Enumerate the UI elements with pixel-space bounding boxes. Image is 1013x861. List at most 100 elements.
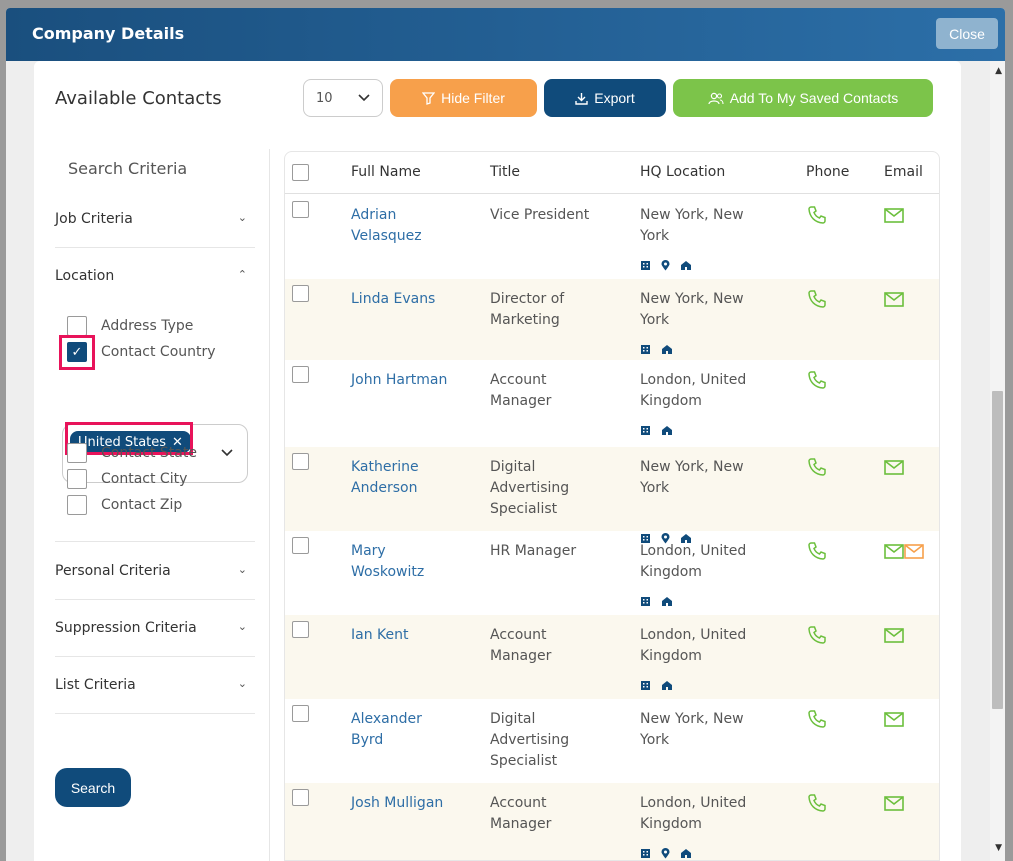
contact-name-link[interactable]: Katherine Anderson (351, 457, 419, 499)
home-icon[interactable] (661, 594, 673, 615)
table-row[interactable]: Josh Mulligan Account Manager London, Unite… (285, 783, 939, 860)
email-icon[interactable] (884, 460, 904, 482)
contact-country-option[interactable]: ✓ Contact Country (67, 342, 216, 362)
hide-filter-button[interactable]: Hide Filter (390, 79, 537, 117)
email-icon[interactable] (884, 544, 904, 566)
contact-country-checkbox[interactable]: ✓ (67, 342, 87, 362)
row-checkbox[interactable] (292, 366, 309, 383)
row-checkbox[interactable] (292, 201, 309, 218)
scroll-up-icon[interactable]: ▲ (995, 66, 1002, 76)
hq-location-line: New York, New (640, 711, 744, 727)
table-row[interactable]: John Hartman Account Manager London, United… (285, 360, 939, 447)
table-row[interactable]: Ian Kent Account Manager London, United King… (285, 615, 939, 699)
scroll-down-icon[interactable]: ▼ (995, 843, 1002, 853)
job-criteria-section[interactable]: Job Criteria ⌄ (55, 191, 255, 248)
contact-state-checkbox[interactable] (67, 443, 87, 463)
contact-title-line: Digital (490, 711, 536, 727)
table-row[interactable]: Mary Woskowitz HR Manager London, United Kin… (285, 531, 939, 615)
filter-icon (422, 91, 436, 105)
phone-icon[interactable] (807, 370, 827, 397)
suppression-criteria-section[interactable]: Suppression Criteria ⌄ (55, 600, 255, 657)
home-icon[interactable] (680, 846, 692, 860)
table-header: Full Name Title HQ Location Phone Email (285, 152, 939, 194)
contact-name-line: Ian Kent (351, 627, 409, 643)
email-icon[interactable] (884, 292, 904, 314)
phone-icon[interactable] (807, 205, 827, 232)
home-icon[interactable] (680, 258, 692, 279)
chevron-down-icon: ⌄ (237, 211, 247, 224)
table-row[interactable]: Katherine Anderson Digital Advertising Speci… (285, 447, 939, 544)
personal-criteria-label: Personal Criteria (55, 563, 171, 579)
location-section-header[interactable]: Location ⌃ (55, 248, 255, 285)
close-icon[interactable]: ✕ (172, 434, 183, 450)
contact-title-line: Marketing (490, 312, 560, 328)
email-icon[interactable] (884, 796, 904, 818)
email-unverified-icon[interactable] (904, 544, 924, 566)
address-type-option[interactable]: Address Type (67, 316, 193, 336)
phone-icon[interactable] (807, 709, 827, 736)
building-icon[interactable] (640, 258, 651, 279)
address-type-checkbox[interactable] (67, 316, 87, 336)
select-all-checkbox[interactable] (292, 164, 309, 181)
row-checkbox[interactable] (292, 537, 309, 554)
per-page-select[interactable]: 10 (303, 79, 383, 117)
table-row[interactable]: Adrian Velasquez Vice President New York, N… (285, 195, 939, 279)
home-icon[interactable] (661, 342, 673, 363)
close-button[interactable]: Close (936, 18, 998, 49)
add-to-saved-contacts-button[interactable]: Add To My Saved Contacts (673, 79, 933, 117)
row-checkbox[interactable] (292, 285, 309, 302)
table-row[interactable]: Linda Evans Director of Marketing New York,… (285, 279, 939, 363)
contact-name-link[interactable]: Mary Woskowitz (351, 541, 424, 583)
personal-criteria-section[interactable]: Personal Criteria ⌄ (55, 543, 255, 600)
contact-title-line: Manager (490, 816, 552, 832)
building-icon[interactable] (640, 594, 651, 615)
contact-name-link[interactable]: Alexander Byrd (351, 709, 422, 751)
contact-name-link[interactable]: John Hartman (351, 370, 447, 391)
export-button[interactable]: Export (544, 79, 666, 117)
phone-icon[interactable] (807, 625, 827, 652)
map-pin-icon[interactable] (661, 846, 670, 860)
row-checkbox[interactable] (292, 789, 309, 806)
home-icon[interactable] (680, 531, 692, 552)
contact-name-link[interactable]: Adrian Velasquez (351, 205, 422, 247)
column-hq-location[interactable]: HQ Location (640, 164, 726, 180)
address-type-label: Address Type (101, 318, 194, 334)
building-icon[interactable] (640, 678, 651, 699)
chevron-down-icon[interactable] (221, 446, 233, 460)
row-checkbox[interactable] (292, 621, 309, 638)
phone-icon[interactable] (807, 793, 827, 820)
home-icon[interactable] (661, 678, 673, 699)
column-title[interactable]: Title (490, 164, 521, 180)
contact-name-link[interactable]: Josh Mulligan (351, 793, 443, 814)
email-icon[interactable] (884, 208, 904, 230)
phone-icon[interactable] (807, 457, 827, 484)
contact-city-option[interactable]: Contact City (67, 469, 187, 489)
contact-name-link[interactable]: Linda Evans (351, 289, 435, 310)
scrollbar-thumb[interactable] (992, 391, 1003, 709)
email-icon[interactable] (884, 712, 904, 734)
row-checkbox[interactable] (292, 453, 309, 470)
hq-location: London, United Kingdom (640, 370, 746, 412)
table-row[interactable]: Alexander Byrd Digital Advertising Specialis… (285, 699, 939, 795)
building-icon[interactable] (640, 531, 651, 552)
home-icon[interactable] (661, 423, 673, 444)
building-icon[interactable] (640, 342, 651, 363)
building-icon[interactable] (640, 846, 651, 860)
building-icon[interactable] (640, 423, 651, 444)
contact-zip-checkbox[interactable] (67, 495, 87, 515)
list-criteria-section[interactable]: List Criteria ⌄ (55, 657, 255, 714)
map-pin-icon[interactable] (661, 531, 670, 552)
contact-city-checkbox[interactable] (67, 469, 87, 489)
modal-header: Company Details Close (6, 8, 1005, 61)
email-icon[interactable] (884, 628, 904, 650)
contact-zip-option[interactable]: Contact Zip (67, 495, 182, 515)
phone-icon[interactable] (807, 541, 827, 568)
contact-state-option[interactable]: Contact State (67, 443, 197, 463)
contact-name-link[interactable]: Ian Kent (351, 625, 409, 646)
row-checkbox[interactable] (292, 705, 309, 722)
phone-icon[interactable] (807, 289, 827, 316)
column-full-name[interactable]: Full Name (351, 164, 421, 180)
search-button[interactable]: Search (55, 768, 131, 807)
country-tag[interactable]: United States ✕ (70, 431, 191, 453)
map-pin-icon[interactable] (661, 258, 670, 279)
